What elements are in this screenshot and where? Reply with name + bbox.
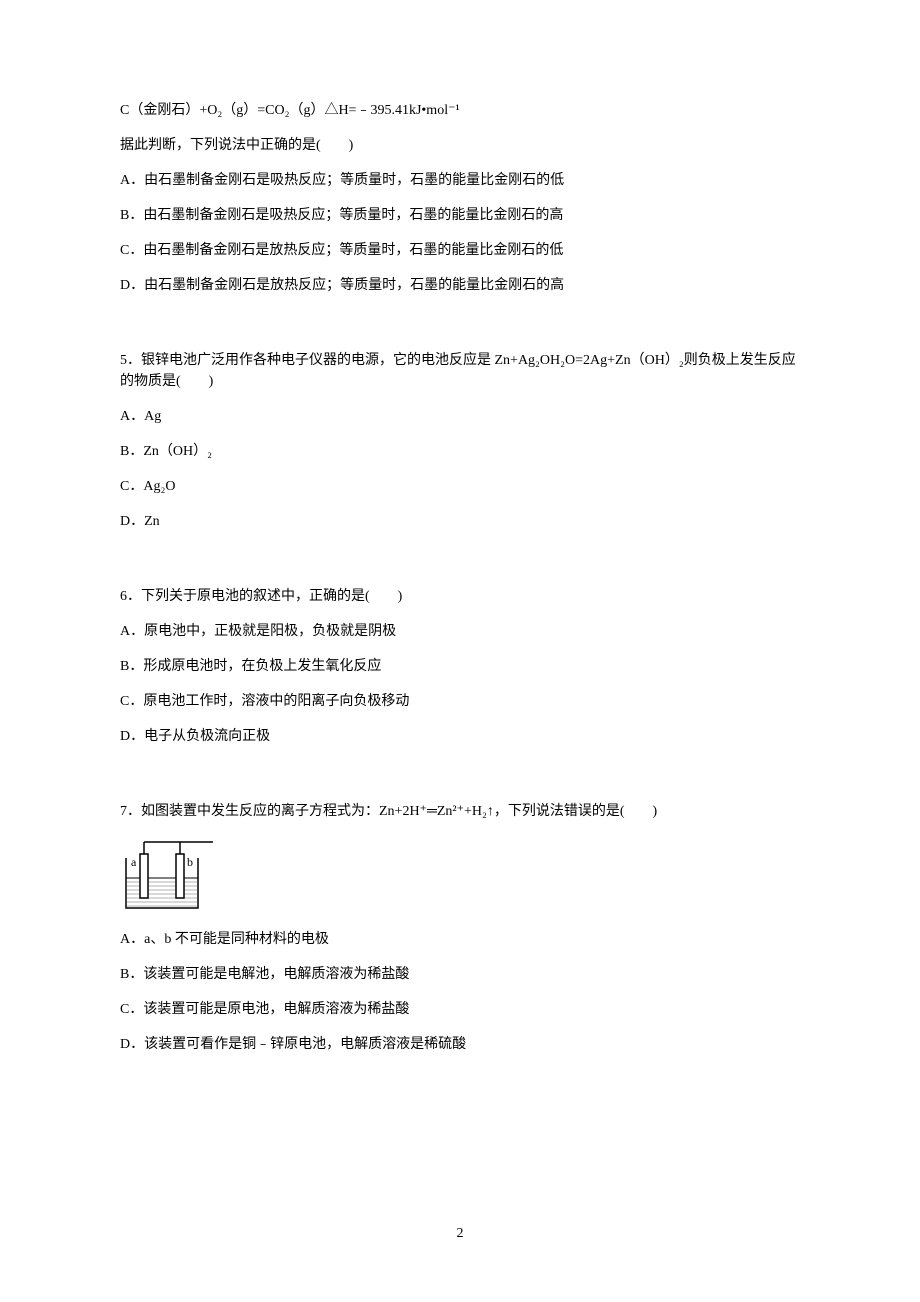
q4-option-c: C．由石墨制备金刚石是放热反应；等质量时，石墨的能量比金刚石的低 xyxy=(120,240,800,261)
q7-option-d: D．该装置可看作是铜﹣锌原电池，电解质溶液是稀硫酸 xyxy=(120,1034,800,1055)
document-content: C（金刚石）+O₂（g）=CO₂（g）△H=﹣395.41kJ•mol⁻¹ 据此… xyxy=(120,100,800,1055)
electrochemical-cell-icon: ab xyxy=(120,836,215,911)
q7-option-a: A．a、b 不可能是同种材料的电极 xyxy=(120,929,800,950)
q7-diagram: ab xyxy=(120,836,800,911)
q5-option-b: B．Zn（OH）₂ xyxy=(120,441,800,462)
svg-text:a: a xyxy=(131,855,137,869)
q5-option-d: D．Zn xyxy=(120,511,800,532)
svg-text:b: b xyxy=(187,855,193,869)
page-number: 2 xyxy=(0,1226,920,1242)
q7-stem: 7．如图装置中发生反应的离子方程式为：Zn+2H⁺═Zn²⁺+H₂↑，下列说法错… xyxy=(120,801,800,822)
q4-option-b: B．由石墨制备金刚石是吸热反应；等质量时，石墨的能量比金刚石的高 xyxy=(120,205,800,226)
spacer xyxy=(120,761,800,801)
q6-option-a: A．原电池中，正极就是阳极，负极就是阴极 xyxy=(120,621,800,642)
q6-option-b: B．形成原电池时，在负极上发生氧化反应 xyxy=(120,656,800,677)
q6-option-c: C．原电池工作时，溶液中的阳离子向负极移动 xyxy=(120,691,800,712)
spacer xyxy=(120,546,800,586)
q4-option-d: D．由石墨制备金刚石是放热反应；等质量时，石墨的能量比金刚石的高 xyxy=(120,275,800,296)
intro-equation: C（金刚石）+O₂（g）=CO₂（g）△H=﹣395.41kJ•mol⁻¹ xyxy=(120,100,800,121)
q4-option-a: A．由石墨制备金刚石是吸热反应；等质量时，石墨的能量比金刚石的低 xyxy=(120,170,800,191)
q7-option-b: B．该装置可能是电解池，电解质溶液为稀盐酸 xyxy=(120,964,800,985)
q7-option-c: C．该装置可能是原电池，电解质溶液为稀盐酸 xyxy=(120,999,800,1020)
q5-option-c: C．Ag₂O xyxy=(120,476,800,497)
intro-prompt: 据此判断，下列说法中正确的是( ) xyxy=(120,135,800,156)
spacer xyxy=(120,310,800,350)
q6-option-d: D．电子从负极流向正极 xyxy=(120,726,800,747)
q5-option-a: A．Ag xyxy=(120,406,800,427)
equation-text: C（金刚石）+O₂（g）=CO₂（g）△H=﹣395.41kJ•mol⁻¹ xyxy=(120,103,460,118)
q5-stem: 5．银锌电池广泛用作各种电子仪器的电源，它的电池反应是 Zn+Ag₂OH₂O=2… xyxy=(120,350,800,392)
q6-stem: 6．下列关于原电池的叙述中，正确的是( ) xyxy=(120,586,800,607)
